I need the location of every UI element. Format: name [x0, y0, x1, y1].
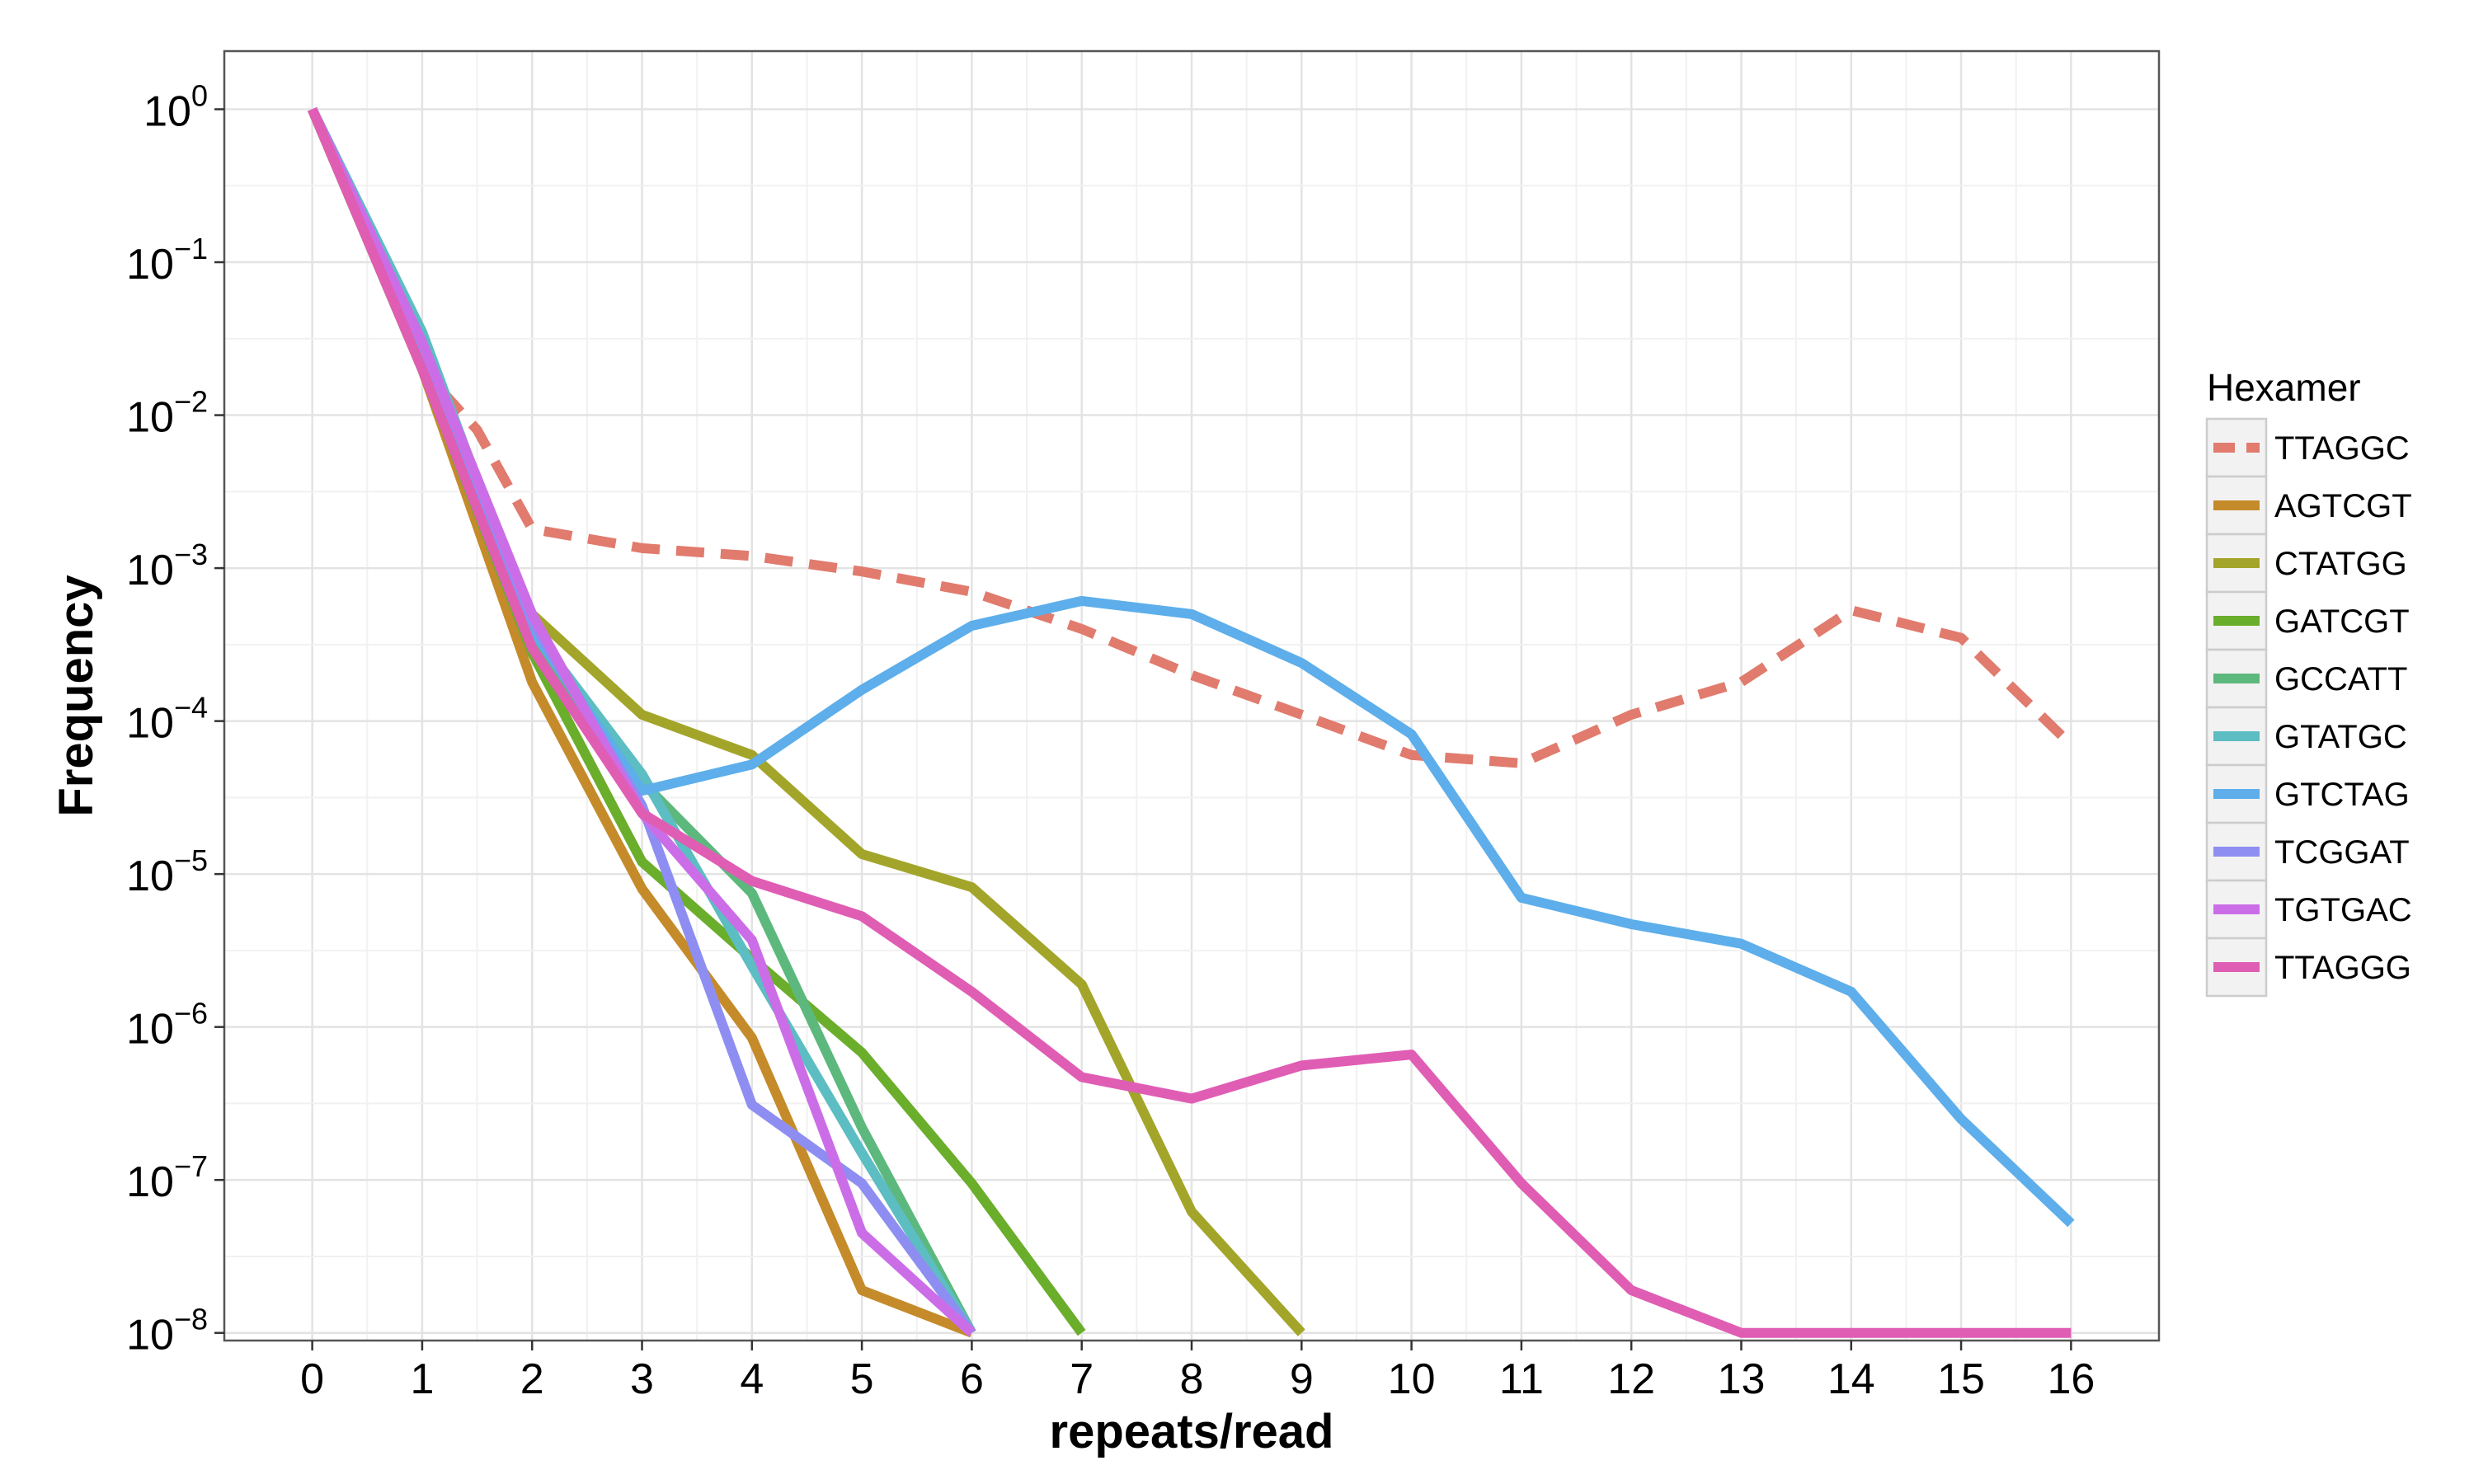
legend-item-gatcgt: GATCGT	[2205, 590, 2410, 651]
legend-item-gtctag: GTCTAG	[2205, 763, 2410, 824]
legend-label: GTATGC	[2274, 719, 2407, 755]
legend-label: TCGGAT	[2274, 834, 2410, 871]
legend: Hexamer TTAGGC AGTCGT CTATGG GATCGT GCCATT GT…	[2205, 366, 2412, 998]
x-tick-label: 1	[410, 1355, 434, 1403]
y-tick-label: 10−2	[126, 385, 208, 442]
grid-layer	[224, 51, 2159, 1341]
x-tick-label: 5	[850, 1355, 874, 1403]
x-tick-label: 6	[960, 1355, 984, 1403]
legend-item-ttaggg: TTAGGG	[2205, 937, 2411, 998]
legend-item-gtatgc: GTATGC	[2205, 706, 2407, 767]
x-axis: 0 1 2 3 4 5 6 7 8 9 10 11 12 13 14 15 16	[300, 1341, 2095, 1403]
legend-label: TTAGGG	[2274, 950, 2411, 986]
series-line-ttaggg	[308, 107, 2072, 1338]
y-tick-label: 10−5	[126, 843, 208, 900]
x-tick-label: 8	[1180, 1355, 1204, 1403]
y-axis-title: Frequency	[49, 575, 103, 816]
y-tick-label: 10−8	[126, 1303, 208, 1360]
legend-item-gccatt: GCCATT	[2205, 648, 2407, 709]
legend-item-ctatgg: CTATGG	[2205, 533, 2407, 594]
legend-item-tcggat: TCGGAT	[2205, 821, 2410, 882]
y-tick-label: 10−3	[126, 538, 208, 594]
x-tick-label: 15	[1937, 1355, 1985, 1403]
x-tick-label: 11	[1499, 1355, 1544, 1403]
x-tick-label: 16	[2047, 1355, 2095, 1403]
legend-item-ttaggc: TTAGGC	[2205, 417, 2410, 478]
legend-label: CTATGG	[2274, 546, 2407, 582]
legend-label: GTCTAG	[2274, 777, 2410, 813]
legend-title: Hexamer	[2207, 366, 2361, 409]
series-line-ttaggc	[308, 107, 2075, 768]
x-tick-label: 10	[1388, 1355, 1436, 1403]
y-tick-label: 10−1	[126, 232, 208, 289]
x-axis-title: repeats/read	[1050, 1405, 1334, 1458]
x-tick-label: 4	[740, 1355, 764, 1403]
y-axis: 100 10−1 10−2 10−3 10−4 10−5 10−6 10−7 10−8	[126, 79, 224, 1360]
y-tick-label: 10−7	[126, 1149, 208, 1206]
legend-label: TGTGAC	[2274, 892, 2412, 928]
x-tick-label: 14	[1827, 1355, 1875, 1403]
legend-item-tgtgac: TGTGAC	[2205, 879, 2412, 940]
y-tick-label: 10−4	[126, 691, 208, 748]
y-tick-label: 100	[143, 79, 208, 136]
legend-label: TTAGGC	[2274, 430, 2410, 467]
x-tick-label: 9	[1290, 1355, 1314, 1403]
series-lines	[308, 106, 2075, 1338]
legend-label: GATCGT	[2274, 603, 2410, 640]
legend-item-agtcgt: AGTCGT	[2205, 475, 2412, 536]
x-tick-label: 2	[520, 1355, 544, 1403]
legend-label: GCCATT	[2274, 661, 2407, 697]
x-tick-label: 7	[1070, 1355, 1094, 1403]
x-tick-label: 0	[300, 1355, 324, 1403]
x-tick-label: 3	[630, 1355, 654, 1403]
y-tick-label: 10−6	[126, 997, 208, 1054]
x-tick-label: 13	[1718, 1355, 1766, 1403]
x-tick-label: 12	[1607, 1355, 1655, 1403]
legend-label: AGTCGT	[2274, 488, 2412, 524]
